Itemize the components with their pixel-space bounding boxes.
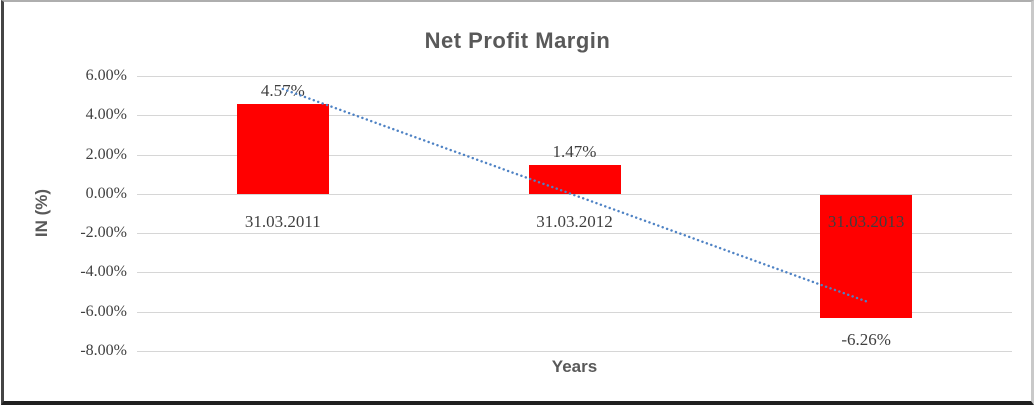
trendline[interactable] [281, 87, 868, 303]
y-axis-tick-label: -8.00% [80, 342, 127, 359]
gridline [137, 115, 1012, 117]
y-axis-tick-label: 0.00% [85, 184, 127, 202]
plot-area: 31.03.2011 4.57% 31.03.2012 1.47% 31.03.2013… [137, 76, 1012, 352]
gridline [137, 351, 1012, 352]
y-axis-tick-label: -2.00% [80, 224, 127, 242]
x-axis-category-label: 31.03.2013 [827, 211, 905, 231]
gridline [137, 311, 1012, 313]
gridline [137, 76, 1012, 77]
y-axis-tick-label: -6.00% [80, 302, 127, 320]
gridline [137, 272, 1012, 274]
x-axis-title: Years [551, 357, 598, 376]
data-label: 1.47% [552, 141, 597, 161]
y-axis-tick-label: 4.00% [85, 106, 127, 124]
bar[interactable] [820, 194, 913, 318]
x-axis-category-label: 31.03.2012 [536, 211, 613, 231]
chart-title: Net Profit Margin [424, 28, 611, 53]
data-label: -6.26% [841, 329, 891, 349]
x-axis-category-label: 31.03.2011 [244, 211, 321, 231]
bar[interactable] [528, 164, 621, 194]
y-axis-title: IN (%) [32, 188, 51, 238]
gridline [137, 233, 1012, 235]
y-axis-tick-label: 2.00% [85, 145, 127, 163]
trendline-svg [281, 87, 868, 303]
data-label: 4.57% [260, 81, 305, 101]
y-axis-tick-label: -4.00% [80, 263, 127, 281]
y-axis-tick-label: 6.00% [85, 67, 127, 84]
gridline [137, 154, 1012, 156]
bar[interactable] [236, 104, 329, 194]
